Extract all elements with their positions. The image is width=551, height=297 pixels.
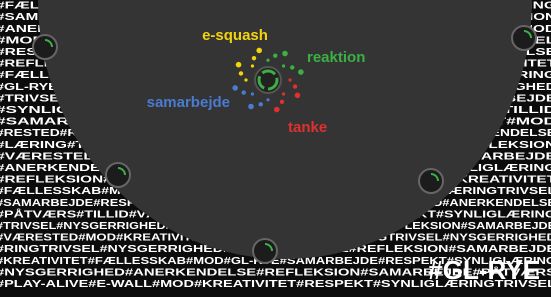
dot	[244, 78, 247, 81]
dot	[282, 92, 285, 95]
wall-button[interactable]	[419, 169, 443, 193]
game-label: e-squash	[202, 27, 268, 44]
dot	[248, 104, 254, 110]
wall-button[interactable]	[512, 26, 536, 50]
dot	[251, 92, 254, 95]
dot	[273, 53, 277, 57]
wall-button[interactable]	[253, 239, 277, 263]
dot	[232, 85, 238, 91]
dot	[298, 69, 304, 75]
dot	[280, 100, 284, 104]
dot	[266, 98, 269, 101]
screenshot: #FÆLLESSKAB#MOD#GL-RYE#SAMARBEJDE#RESPEK…	[0, 0, 551, 297]
dot	[274, 107, 280, 113]
dot	[256, 48, 262, 54]
dot	[266, 59, 269, 62]
dot	[236, 62, 242, 68]
game-label: reaktion	[307, 49, 365, 66]
dot	[295, 93, 301, 99]
dot	[282, 64, 285, 67]
logo: #GL-RYE	[428, 255, 540, 285]
dot	[252, 56, 256, 60]
dot	[242, 90, 246, 94]
dot	[251, 64, 254, 67]
wall-button[interactable]	[106, 163, 130, 187]
dot	[290, 65, 294, 69]
dot	[259, 102, 263, 106]
dot	[288, 78, 291, 81]
wall-button[interactable]	[33, 35, 57, 59]
dot	[239, 71, 243, 75]
dot	[293, 84, 297, 88]
game-label: tanke	[288, 119, 327, 136]
dot	[282, 51, 288, 57]
game-label: samarbejde	[147, 94, 230, 111]
